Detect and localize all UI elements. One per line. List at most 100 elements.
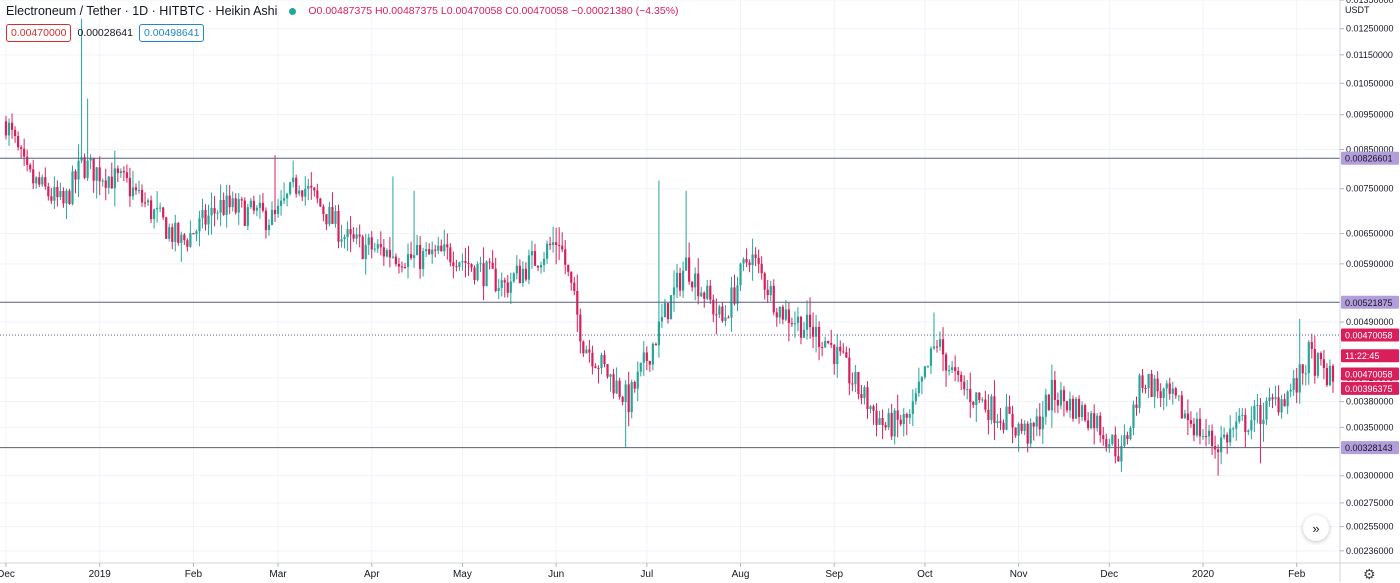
candle-body: [403, 266, 407, 268]
candle-body: [298, 190, 301, 194]
scroll-to-realtime-button[interactable]: »: [1303, 515, 1329, 541]
candle-body: [449, 247, 452, 263]
candle-body: [814, 326, 818, 337]
candle-body: [1093, 413, 1096, 429]
candle-body: [467, 262, 470, 265]
candle-body: [573, 282, 576, 291]
current-price-tag: 0.00470058: [1345, 331, 1393, 341]
candle-body: [929, 348, 933, 366]
x-tick-label: Nov: [1010, 569, 1028, 580]
candle-body: [337, 210, 340, 242]
candle-body: [189, 233, 192, 247]
candle-body: [1156, 378, 1159, 392]
y-tick-label: 0.00650000: [1346, 229, 1394, 239]
candle-body: [591, 352, 594, 367]
candle-body: [588, 349, 591, 353]
candle-body: [1102, 435, 1105, 440]
x-tick-label: Aug: [732, 569, 750, 580]
candle-body: [923, 366, 927, 378]
candle-body: [935, 346, 939, 348]
candle-body: [370, 237, 373, 250]
candle-body: [1147, 373, 1150, 389]
double-chevron-right-icon: »: [1312, 520, 1320, 536]
candle-body: [585, 349, 588, 354]
candle-body: [824, 340, 827, 348]
candle-body: [32, 169, 35, 184]
candle-body: [1017, 423, 1020, 436]
candle-body: [651, 343, 654, 365]
candle-body: [222, 199, 225, 215]
candle-body: [20, 147, 23, 149]
candle-body: [1256, 405, 1259, 407]
candle-body: [1011, 413, 1014, 428]
symbol-title[interactable]: Electroneum / Tether · 1D · HITBTC · Hei…: [6, 4, 278, 18]
countdown-timer-tag-bg: [1341, 349, 1399, 363]
candle-body: [346, 229, 349, 238]
candle-body: [808, 314, 812, 328]
candle-body: [555, 242, 558, 245]
candle-body: [1274, 397, 1277, 400]
candle-body: [975, 392, 978, 405]
candle-body: [606, 364, 609, 377]
candle-body: [1008, 406, 1011, 414]
chart-header: Electroneum / Tether · 1D · HITBTC · Hei…: [6, 4, 679, 18]
candle-body: [110, 176, 113, 189]
candle-body: [422, 251, 425, 269]
candle-body: [255, 207, 258, 211]
candle-body: [1277, 397, 1280, 413]
x-tick-label: Sep: [825, 569, 843, 580]
candle-body: [186, 240, 189, 247]
candle-body: [1313, 348, 1316, 376]
sell-price-button[interactable]: 0.00470000: [6, 24, 72, 42]
candle-body: [86, 160, 89, 178]
candle-body: [645, 352, 648, 361]
candle-body: [113, 168, 116, 189]
candle-body: [83, 157, 86, 178]
candle-body: [391, 256, 395, 258]
candle-body: [911, 401, 914, 414]
hline-price-tag: 0.00521875: [1345, 298, 1393, 308]
candle-body: [775, 312, 778, 318]
candle-body: [1020, 423, 1023, 431]
candle-body: [917, 381, 920, 394]
candle-body: [987, 409, 990, 421]
candle-body: [600, 354, 603, 369]
candle-body: [1271, 397, 1274, 400]
candle-body: [1162, 388, 1165, 398]
candle-body: [576, 290, 579, 315]
candle-body: [41, 177, 44, 185]
candle-body: [1123, 435, 1126, 446]
candle-body: [663, 303, 667, 318]
candle-body: [1153, 378, 1156, 397]
candle-body: [1201, 436, 1205, 438]
candle-body: [1062, 390, 1066, 402]
ohlc-values: O0.00487375 H0.00487375 L0.00470058 C0.0…: [308, 5, 679, 17]
x-tick-label: 2019: [89, 569, 112, 580]
hline-price-tag-bg: [1341, 441, 1399, 455]
candle-body: [304, 188, 307, 197]
candle-body: [1120, 445, 1123, 462]
candle-body: [521, 268, 524, 284]
candle-body: [92, 157, 95, 181]
candle-body: [1068, 398, 1072, 411]
candle-body: [494, 268, 497, 291]
candle-body: [234, 198, 237, 213]
candle-body: [1328, 365, 1332, 386]
settings-gear-icon[interactable]: ⚙: [1363, 566, 1376, 582]
candle-body: [509, 281, 512, 293]
candle-body: [636, 371, 639, 389]
hline-price-tag: 0.00826601: [1345, 154, 1393, 164]
candle-body: [156, 208, 159, 210]
candle-body: [570, 271, 573, 283]
candle-body: [125, 172, 129, 178]
candle-body: [231, 198, 234, 208]
candle-body: [1126, 435, 1129, 440]
candle-body: [1238, 415, 1241, 422]
candle-body: [1074, 398, 1078, 419]
buy-price-button[interactable]: 0.00498641: [138, 24, 205, 42]
candle-body: [1229, 428, 1232, 443]
candle-body: [561, 245, 564, 250]
candle-body: [960, 374, 963, 382]
